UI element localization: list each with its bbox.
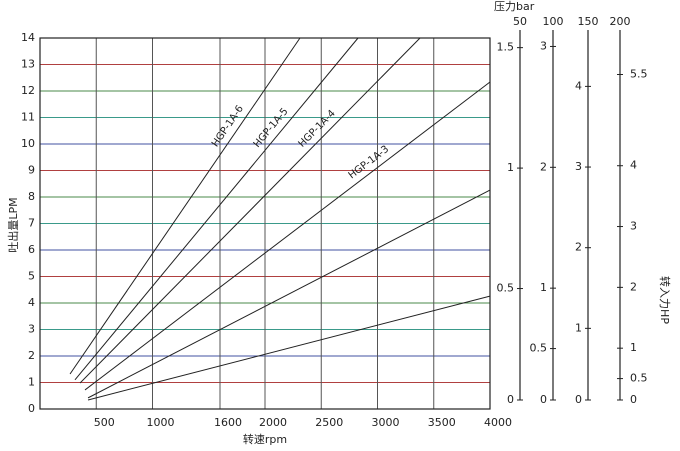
- scale-tick-label: 2: [630, 280, 637, 293]
- scale-tick-label: 0.5: [497, 282, 515, 295]
- scale-tick-label: 1: [575, 321, 582, 334]
- scale-header: 50: [513, 15, 527, 28]
- x-tick-label: 1000: [147, 416, 175, 429]
- x-tick-label: 2500: [315, 416, 343, 429]
- y-tick-label: 6: [28, 243, 35, 256]
- scale-tick-label: 2: [575, 241, 582, 254]
- scales-title: 压力bar: [494, 0, 535, 13]
- scale-tick-label: 0: [630, 393, 637, 406]
- y-tick-label: 12: [21, 84, 35, 97]
- y-axis-label: 吐出量LPM: [6, 197, 20, 252]
- scale-tick-label: 3: [575, 160, 582, 173]
- y-tick-label: 8: [28, 190, 35, 203]
- scale-tick-label: 1: [630, 341, 637, 354]
- scale-tick-label: 0.5: [530, 342, 548, 355]
- y-tick-label: 2: [28, 349, 35, 362]
- scale-tick-label: 0: [575, 393, 582, 406]
- scale-tick-label: 3: [540, 39, 547, 52]
- y-tick-label: 9: [28, 164, 35, 177]
- y-tick-label: 14: [21, 31, 35, 44]
- x-tick-label: 500: [94, 416, 115, 429]
- scale-tick-label: 1: [540, 281, 547, 294]
- y-tick-label: 11: [21, 111, 35, 124]
- scale-tick-label: 1: [507, 161, 514, 174]
- y-tick-label: 1: [28, 376, 35, 389]
- x-tick-label: 2000: [259, 416, 287, 429]
- scales-label: 转入力HP: [658, 276, 672, 324]
- scale-tick-label: 0: [540, 393, 547, 406]
- y-tick-label: 4: [28, 296, 35, 309]
- scale-tick-label: 2: [540, 160, 547, 173]
- scale-tick-label: 4: [575, 79, 582, 92]
- x-tick-label: 4000: [484, 416, 512, 429]
- x-tick-label: 1600: [214, 416, 242, 429]
- y-tick-label: 13: [21, 58, 35, 71]
- series-line: [84, 81, 491, 391]
- series-line: [69, 37, 301, 375]
- scale-tick-label: 5.5: [630, 67, 648, 80]
- y-tick-label: 0: [28, 402, 35, 415]
- series-line: [87, 295, 491, 401]
- x-tick-label: 3000: [372, 416, 400, 429]
- plot-frame: [39, 37, 491, 410]
- series-line: [79, 37, 421, 384]
- scale-header: 200: [610, 15, 631, 28]
- scale-tick-label: 3: [630, 220, 637, 233]
- y-tick-label: 3: [28, 323, 35, 336]
- scale-header: 150: [578, 15, 599, 28]
- y-tick-label: 5: [28, 270, 35, 283]
- scale-tick-label: 4: [630, 159, 637, 172]
- series-line: [87, 189, 491, 399]
- y-tick-label: 10: [21, 137, 35, 150]
- scale-tick-label: 1.5: [497, 41, 515, 54]
- y-tick-label: 7: [28, 217, 35, 230]
- x-tick-label: 3500: [428, 416, 456, 429]
- series-line: [74, 37, 359, 381]
- x-axis-label: 转速rpm: [243, 432, 287, 446]
- scale-tick-label: 0.5: [630, 372, 648, 385]
- scale-header: 100: [543, 15, 564, 28]
- scale-tick-label: 0: [507, 393, 514, 406]
